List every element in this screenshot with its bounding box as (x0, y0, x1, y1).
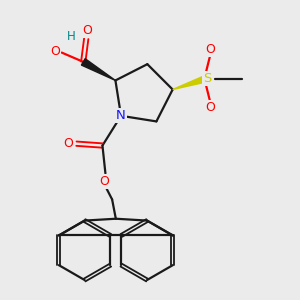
Text: O: O (63, 137, 73, 150)
Text: O: O (206, 101, 216, 114)
Polygon shape (173, 75, 207, 89)
Text: O: O (82, 24, 92, 37)
Text: O: O (99, 175, 109, 188)
Text: O: O (206, 43, 216, 56)
Text: O: O (50, 45, 60, 58)
Text: H: H (67, 31, 75, 44)
Text: S: S (203, 72, 211, 85)
Text: N: N (116, 109, 126, 122)
Polygon shape (81, 58, 116, 80)
